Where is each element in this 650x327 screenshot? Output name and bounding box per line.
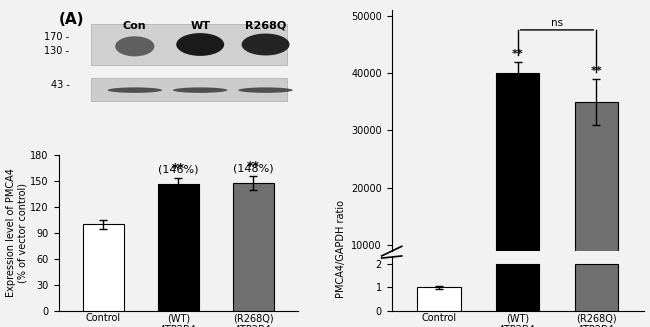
- Bar: [575, 102, 618, 303]
- Text: WT: WT: [190, 21, 210, 31]
- Y-axis label: Expression level of PMCA4
(% of vector control): Expression level of PMCA4 (% of vector c…: [6, 168, 27, 297]
- Bar: [575, 264, 618, 311]
- FancyBboxPatch shape: [91, 78, 287, 101]
- Ellipse shape: [242, 34, 290, 56]
- Text: 170 -: 170 -: [44, 32, 70, 42]
- Ellipse shape: [176, 33, 224, 56]
- Text: **: **: [512, 49, 523, 59]
- Text: **: **: [247, 160, 260, 173]
- Text: **: **: [590, 66, 602, 77]
- Bar: [496, 264, 540, 311]
- FancyBboxPatch shape: [91, 24, 287, 64]
- Bar: [233, 183, 274, 311]
- Ellipse shape: [173, 87, 227, 93]
- Ellipse shape: [115, 36, 155, 56]
- Text: (146%): (146%): [158, 153, 199, 175]
- Text: Con: Con: [123, 21, 147, 31]
- Text: **: **: [172, 162, 185, 175]
- Bar: [158, 184, 199, 311]
- Text: 43 -: 43 -: [51, 80, 70, 90]
- Ellipse shape: [107, 87, 162, 93]
- Text: (A): (A): [59, 12, 84, 26]
- Bar: [417, 287, 461, 311]
- Bar: [83, 224, 124, 311]
- Text: (148%): (148%): [233, 152, 274, 173]
- Text: ns: ns: [551, 18, 563, 28]
- Text: 130 -: 130 -: [44, 46, 70, 56]
- Bar: [496, 73, 540, 303]
- Text: R268Q: R268Q: [245, 21, 286, 31]
- Y-axis label: PMCA4/GAPDH ratio: PMCA4/GAPDH ratio: [337, 200, 346, 298]
- Ellipse shape: [239, 87, 293, 93]
